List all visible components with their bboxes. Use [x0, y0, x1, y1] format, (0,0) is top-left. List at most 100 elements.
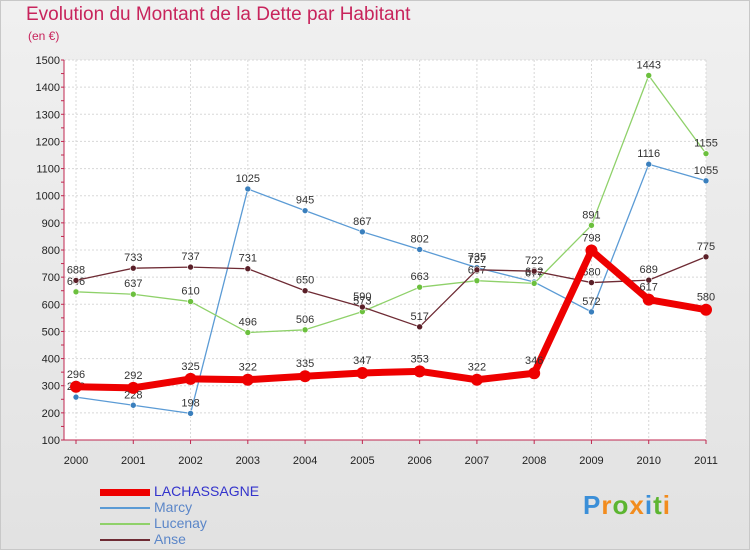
data-label: 610 [181, 286, 199, 298]
data-point [301, 207, 309, 214]
logo-letter: t [653, 490, 663, 520]
data-label: 572 [582, 296, 600, 308]
data-point [301, 287, 309, 295]
legend-label: Lucenay [154, 515, 207, 531]
y-tick-label: 600 [42, 299, 60, 311]
data-point [187, 263, 194, 271]
data-label: 322 [468, 362, 486, 374]
data-label: 688 [67, 264, 85, 276]
data-point [301, 326, 309, 334]
data-point [129, 264, 137, 272]
legend-swatch [100, 507, 150, 509]
data-label: 1116 [637, 148, 660, 160]
data-point [359, 303, 366, 311]
data-label: 867 [353, 216, 371, 228]
x-tick-label: 2003 [236, 455, 260, 467]
y-tick-label: 100 [42, 435, 60, 447]
data-point [530, 280, 538, 287]
y-tick-label: 400 [42, 354, 60, 366]
data-point [416, 323, 423, 331]
data-point [645, 276, 653, 284]
logo-letter: x [629, 490, 645, 520]
x-tick-label: 2002 [178, 455, 202, 467]
data-point [702, 177, 710, 185]
data-point [187, 410, 194, 417]
data-point [359, 228, 366, 236]
data-label: 731 [239, 253, 257, 265]
data-point [356, 366, 369, 379]
series-line-lucenay [75, 74, 707, 334]
x-tick-label: 2000 [64, 455, 88, 467]
data-point [72, 393, 80, 401]
data-point [473, 266, 481, 274]
data-label: 346 [525, 355, 543, 367]
logo-letter: i [644, 490, 654, 520]
data-label: 727 [468, 254, 486, 266]
data-label: 637 [124, 278, 142, 290]
data-point [702, 150, 710, 157]
data-point [585, 244, 598, 257]
y-tick-label: 900 [42, 218, 60, 230]
y-tick-label: 500 [42, 326, 60, 338]
data-point [473, 277, 481, 284]
legend-item-lucenay: Lucenay [96, 515, 336, 532]
legend-item-marcy: Marcy [96, 499, 336, 516]
data-label: 945 [296, 195, 314, 207]
series-line-anse [75, 256, 707, 328]
data-point [244, 329, 252, 336]
chart-subtitle: (en €) [28, 29, 60, 43]
data-point [129, 290, 137, 298]
data-label: 496 [239, 317, 257, 329]
data-label: 1055 [694, 165, 718, 177]
legend-swatch [100, 539, 150, 541]
series-line-marcy [75, 163, 707, 415]
y-tick-label: 300 [42, 381, 60, 393]
data-point [127, 381, 140, 394]
logo-letter: i [662, 490, 671, 520]
logo-letter: P [583, 490, 602, 520]
data-label: 891 [582, 209, 600, 221]
x-tick-label: 2001 [121, 455, 145, 467]
x-tick-label: 2004 [293, 455, 317, 467]
legend-swatch [100, 523, 150, 525]
y-tick-label: 800 [42, 245, 60, 257]
data-point [241, 373, 254, 386]
legend: LACHASSAGNE Marcy Lucenay Anse [96, 483, 336, 548]
data-point [528, 367, 541, 380]
proxiti-logo: Proxiti [583, 490, 671, 521]
data-label: 506 [296, 314, 314, 326]
data-point [187, 298, 194, 305]
data-point [642, 293, 655, 306]
chart-title: Evolution du Montant de la Dette par Hab… [26, 4, 411, 25]
x-tick-label: 2010 [636, 455, 660, 467]
data-label: 580 [697, 292, 715, 304]
data-label: 733 [124, 252, 142, 264]
data-point [588, 279, 595, 286]
y-tick-label: 200 [42, 408, 60, 420]
legend-label: Marcy [154, 499, 193, 515]
x-tick-label: 2009 [579, 455, 603, 467]
data-label: 680 [582, 267, 600, 279]
data-label: 689 [640, 264, 658, 276]
data-point [700, 303, 712, 316]
data-point [470, 373, 483, 386]
data-point [70, 380, 82, 393]
data-point [72, 277, 80, 284]
data-point [413, 365, 426, 378]
data-label: 228 [124, 389, 142, 401]
data-label: 1443 [636, 59, 660, 71]
data-label: 353 [410, 353, 428, 365]
legend-item-lachassagne: LACHASSAGNE [96, 483, 336, 500]
data-point [416, 283, 423, 291]
data-label: 1025 [236, 173, 260, 185]
data-label: 296 [67, 369, 85, 381]
x-tick-label: 2008 [522, 455, 546, 467]
legend-swatch [100, 488, 150, 496]
data-label: 663 [410, 271, 428, 283]
logo-letter: r [601, 490, 613, 520]
data-point [588, 222, 595, 229]
data-label: 722 [525, 255, 543, 267]
y-tick-label: 1100 [36, 164, 60, 176]
legend-label: Anse [154, 531, 186, 547]
